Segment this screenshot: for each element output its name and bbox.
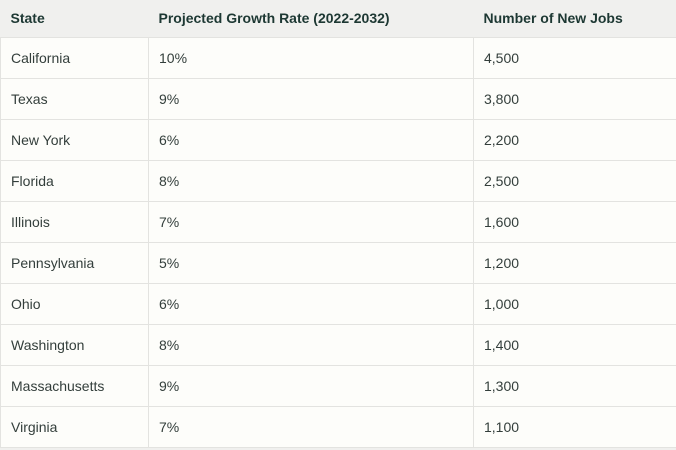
table-row: New York 6% 2,200: [0, 118, 676, 161]
table-row: Virginia 7% 1,100: [0, 405, 676, 448]
col-header-new-jobs: Number of New Jobs: [483, 10, 623, 27]
table-cell: 7%: [148, 200, 474, 243]
table-cell: Virginia: [0, 405, 149, 448]
table-row: Illinois 7% 1,600: [0, 200, 676, 243]
table-row: Ohio 6% 1,000: [0, 282, 676, 325]
table-cell: 1,300: [473, 364, 676, 407]
header-row: State Projected Growth Rate (2022-2032) …: [1, 0, 676, 37]
table-cell: California: [0, 36, 149, 79]
table-cell: Pennsylvania: [0, 241, 149, 284]
table-row: Massachusetts 9% 1,300: [0, 364, 676, 407]
table-cell: 8%: [148, 159, 474, 202]
table-cell: 3,800: [473, 77, 676, 120]
table-cell: 8%: [148, 323, 474, 366]
table-cell: 4,500: [473, 36, 676, 79]
table-cell: 1,000: [473, 282, 676, 325]
table-cell: 1,400: [473, 323, 676, 366]
col-header-growth-rate: Projected Growth Rate (2022-2032): [158, 10, 390, 27]
table-cell: Texas: [0, 77, 149, 120]
table-cell: 1,100: [473, 405, 676, 448]
table-cell: 2,500: [473, 159, 676, 202]
table-row: Pennsylvania 5% 1,200: [0, 241, 676, 284]
table-cell: 7%: [148, 405, 474, 448]
table-row: Florida 8% 2,500: [0, 159, 676, 202]
table-cell: Washington: [0, 323, 149, 366]
table-row: Texas 9% 3,800: [0, 77, 676, 120]
table-cell: 2,200: [473, 118, 676, 161]
table-cell: Ohio: [0, 282, 149, 325]
table-cell: 9%: [148, 77, 474, 120]
table-cell: New York: [0, 118, 149, 161]
table-cell: 1,600: [473, 200, 676, 243]
table-cell: Massachusetts: [0, 364, 149, 407]
col-header-state: State: [10, 10, 45, 27]
table-cell: 5%: [148, 241, 474, 284]
table-cell: 6%: [148, 118, 474, 161]
table-cell: 1,200: [473, 241, 676, 284]
table-row: California 10% 4,500: [0, 36, 676, 79]
table-cell: Illinois: [0, 200, 149, 243]
table-cell: 6%: [148, 282, 474, 325]
table-cell: Florida: [0, 159, 149, 202]
table-row: Washington 8% 1,400: [0, 323, 676, 366]
table-cell: 9%: [148, 364, 474, 407]
table-body: California 10% 4,500 Texas 9% 3,800 New York 6%…: [0, 36, 676, 448]
table-cell: 10%: [148, 36, 474, 79]
